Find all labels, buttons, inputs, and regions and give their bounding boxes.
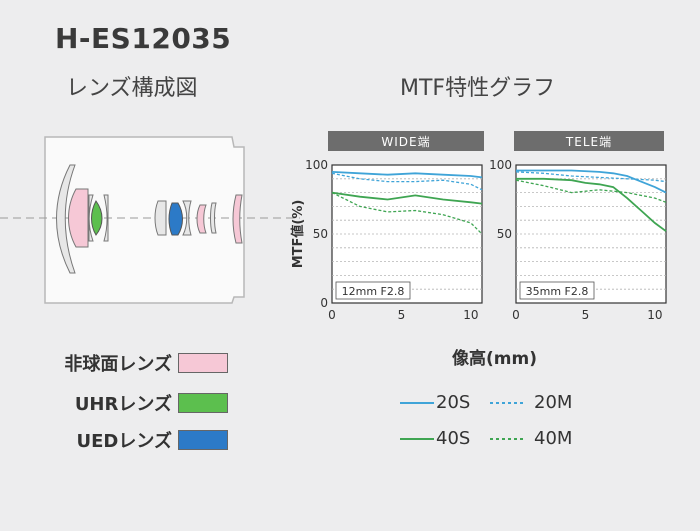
y-tick-label: 50: [497, 227, 512, 241]
x-tick-label: 10: [647, 308, 662, 322]
ued-lens: [168, 202, 183, 236]
chart-note-box: [519, 281, 595, 300]
front-lens: [56, 164, 76, 274]
lens-element-4: [103, 194, 109, 242]
chart-note: 35mm F2.8: [526, 285, 589, 298]
legend-label-uhr: UHRレンズ: [74, 394, 172, 415]
line-sample-20m: [490, 401, 524, 404]
legend-label-ued: UEDレンズ: [76, 431, 173, 452]
lens-element-7: [210, 202, 217, 234]
lens-diagram-title: レンズ構成図: [66, 76, 198, 101]
mtf-key-40m: 40M: [490, 428, 572, 449]
series-line-20s: [516, 169, 667, 194]
mtf-key-20s: 20S: [400, 392, 470, 413]
chart-header-0: [328, 131, 484, 151]
series-line-20m: [515, 171, 667, 183]
chart-note-box: [335, 281, 411, 300]
legend-label-aspherical: 非球面レンズ: [64, 354, 172, 375]
aspherical-lens-3: [232, 194, 243, 244]
mtf-key-label-20s: 20S: [436, 392, 471, 413]
aspherical-lens-1: [68, 188, 89, 248]
y-tick-label: 100: [489, 158, 512, 172]
series-line-40m: [515, 179, 667, 203]
lens-element-6: [182, 200, 192, 236]
legend-uhr: UHRレンズ: [52, 390, 228, 416]
series-line-40s: [516, 177, 667, 232]
y-tick-label: 100: [305, 158, 328, 172]
chart-title: TELE端: [565, 135, 612, 149]
mtf-key-label-40m: 40M: [534, 428, 573, 449]
model-name: H-ES12035: [55, 22, 232, 55]
series-line-20s: [331, 171, 483, 179]
swatch-aspherical: [178, 353, 228, 373]
chart-header-1: [514, 131, 664, 151]
lens-diagram: [0, 136, 300, 304]
mtf-key-40s: 40S: [400, 428, 470, 449]
x-tick-label: 0: [328, 308, 336, 322]
x-axis-label: 像高(mm): [452, 349, 537, 369]
lens-element-3: [88, 194, 94, 242]
series-line-40m: [331, 192, 483, 235]
x-tick-label: 0: [512, 308, 520, 322]
legend-ued: UEDレンズ: [52, 427, 228, 453]
line-sample-40s: [400, 437, 434, 440]
x-tick-label: 5: [582, 308, 590, 322]
uhr-lens: [91, 200, 103, 236]
series-line-40s: [331, 191, 483, 205]
swatch-uhr: [178, 393, 228, 413]
y-tick-label: 50: [313, 227, 328, 241]
mtf-key-20m: 20M: [490, 392, 572, 413]
swatch-ued: [178, 430, 228, 450]
chart-title: WIDE端: [381, 135, 430, 149]
y-axis-label: MTF値(%): [290, 200, 306, 269]
mtf-key-label-40s: 40S: [436, 428, 471, 449]
aspherical-lens-2: [196, 204, 207, 234]
x-tick-label: 10: [463, 308, 478, 322]
lens-element-5: [154, 200, 167, 236]
x-tick-label: 5: [398, 308, 406, 322]
y-tick-label: 0: [320, 296, 328, 310]
lens-barrel: [44, 136, 245, 304]
mtf-title: MTF特性グラフ: [400, 76, 556, 101]
mtf-key-label-20m: 20M: [534, 392, 573, 413]
line-sample-20s: [400, 401, 434, 404]
line-sample-40m: [490, 437, 524, 440]
legend-aspherical: 非球面レンズ: [52, 350, 228, 376]
chart-note: 12mm F2.8: [342, 285, 405, 298]
